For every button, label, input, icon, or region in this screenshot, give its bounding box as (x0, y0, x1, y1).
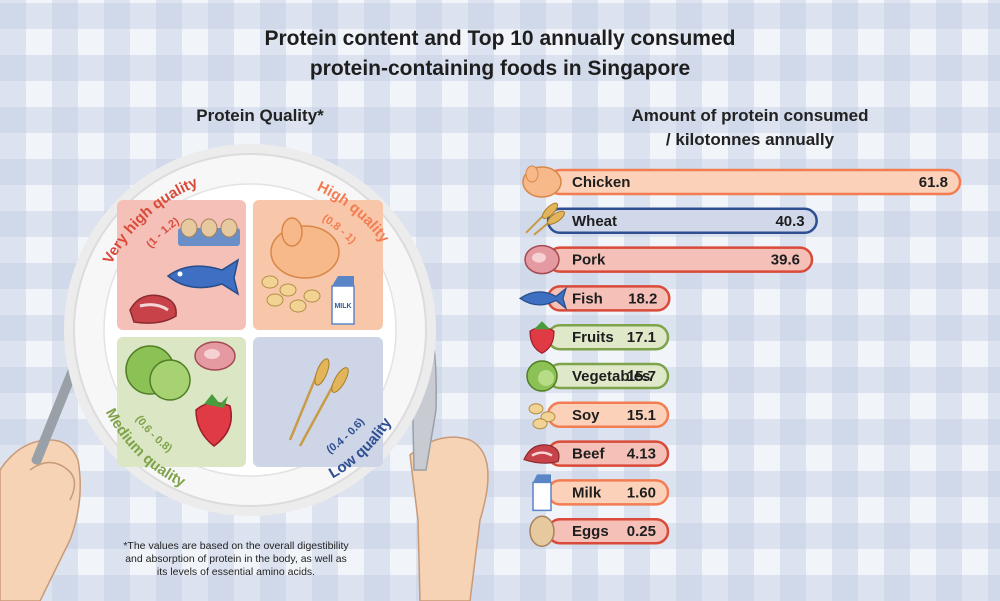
category-label-fruits: Fruits (572, 329, 614, 346)
cabbage-icon (125, 345, 191, 401)
chart-title-line1: Protein content and Top 10 annually cons… (264, 27, 736, 50)
cabbage-icon (526, 360, 558, 392)
value-label-wheat: 40.3 (775, 213, 804, 230)
egg-icon (529, 515, 555, 547)
footnote: *The values are based on the overall dig… (100, 540, 372, 579)
bar-chart-heading-line2: / kilotonnes annually (665, 130, 835, 149)
wheat-stalks-icon (288, 358, 349, 447)
footnote-line1: *The values are based on the overall dig… (123, 540, 349, 552)
category-label-beef: Beef (572, 446, 606, 463)
category-label-soy: Soy (572, 407, 600, 424)
category-label-chicken: Chicken (572, 174, 630, 191)
milk-carton-icon: MILK (331, 276, 355, 325)
roast-chicken-icon (270, 217, 340, 279)
footnote-line3: its levels of essential amino acids. (156, 566, 316, 578)
bar-chart-heading: Amount of protein consumed / kilotonnes … (560, 104, 940, 152)
fish-icon (166, 258, 240, 296)
soybeans-icon (261, 275, 321, 313)
category-label-pork: Pork (572, 252, 606, 269)
quadrant-low-quality (253, 337, 383, 467)
category-label-eggs: Eggs (572, 523, 609, 540)
footnote-line2: and absorption of protein in the body, a… (125, 553, 347, 565)
value-label-pork: 39.6 (771, 252, 800, 269)
value-label-soy: 15.1 (627, 407, 656, 424)
category-label-vegetables: Vegetables (572, 368, 650, 385)
chicken-icon (522, 165, 562, 198)
category-label-wheat: Wheat (572, 213, 617, 230)
value-label-eggs: 0.25 (627, 523, 656, 540)
milk-icon (532, 474, 552, 512)
fish-icon (518, 286, 568, 311)
pork-icon (524, 244, 560, 275)
category-label-fish: Fish (572, 290, 603, 307)
value-label-vegetables: 15.7 (627, 368, 656, 385)
value-label-beef: 4.13 (627, 446, 656, 463)
chart-title: Protein content and Top 10 annually cons… (0, 24, 1000, 84)
plate-heading: Protein Quality* (196, 106, 324, 125)
category-label-milk: Milk (572, 484, 602, 501)
value-label-fish: 18.2 (628, 290, 657, 307)
ham-icon (194, 341, 236, 371)
beef-icon (523, 444, 560, 464)
value-label-chicken: 61.8 (919, 174, 948, 191)
milk-carton-label: MILK (334, 303, 351, 310)
steak-icon (129, 294, 177, 324)
strawberry-icon (529, 321, 555, 354)
wheat-icon (525, 202, 566, 236)
value-label-milk: 1.60 (627, 484, 656, 501)
chart-title-line2: protein-containing foods in Singapore (309, 57, 691, 80)
soy-icon (528, 403, 556, 430)
egg-carton-icon (178, 218, 240, 246)
bar-chart-heading-line1: Amount of protein consumed (631, 106, 869, 125)
value-label-fruits: 17.1 (627, 329, 656, 346)
strawberry-icon (195, 394, 232, 447)
